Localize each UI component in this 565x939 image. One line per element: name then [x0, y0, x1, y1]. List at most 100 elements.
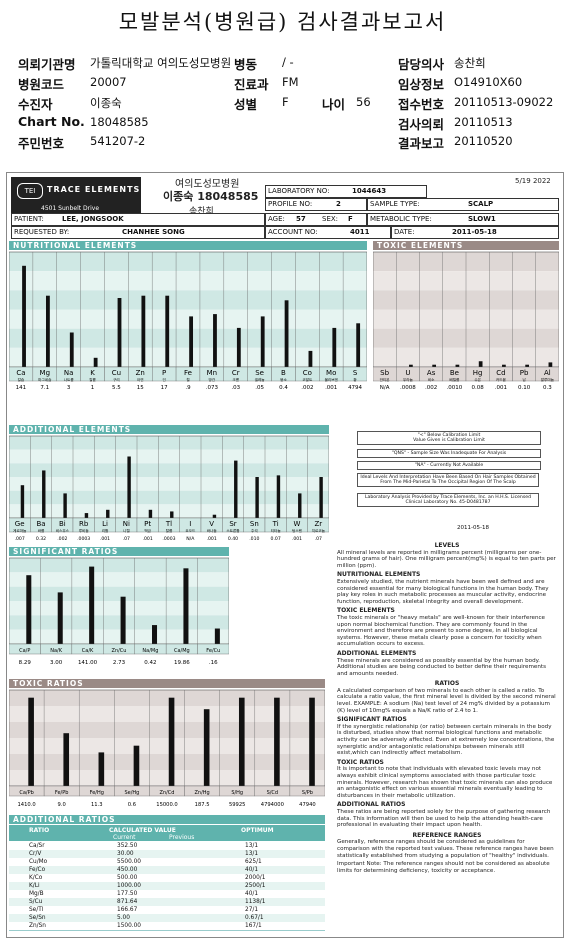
- korean-S: 황: [353, 377, 357, 382]
- chart-band: [9, 504, 329, 518]
- korean-K: 칼륨: [89, 377, 96, 382]
- label-Rb: Rb: [79, 520, 89, 528]
- additional-title: ADDITIONAL ELEMENTS: [9, 425, 329, 434]
- label-Cd: Cd: [496, 369, 505, 377]
- bar-B: [284, 300, 289, 367]
- value-clinical-info: O14910X60: [454, 75, 523, 89]
- ratio-optimum: 167/1: [245, 922, 262, 929]
- label-S/Hg: S/Hg: [231, 790, 243, 796]
- korean-Bi: 비스무스: [56, 528, 70, 533]
- header-previous: Previous: [169, 834, 195, 841]
- bar-S/Hg: [238, 697, 245, 786]
- info-toxic-title: TOXIC ELEMENTS: [337, 607, 395, 615]
- korean-Fe: 철: [186, 377, 189, 382]
- value-Be: .0010: [447, 385, 463, 391]
- korean-Hg: 수은: [474, 377, 481, 382]
- legend-ideal: Ideal Levels And Interpretation Have Bee…: [357, 473, 539, 487]
- label-hospital-code: 병원코드: [18, 77, 65, 92]
- ratio-optimum: 40/1: [245, 866, 259, 873]
- chart-band: [9, 309, 367, 329]
- ratio-name: Cu/Mo: [29, 858, 48, 865]
- bar-V: [212, 514, 217, 518]
- label-Tl: Tl: [165, 520, 172, 528]
- value-Ca/Pb: 1410.0: [17, 802, 35, 808]
- info-levels-title: LEVELS: [434, 542, 460, 549]
- value-Zn/Cu: 2.73: [113, 660, 126, 666]
- bar-Pb: [525, 364, 530, 367]
- bar-Hg: [478, 361, 483, 367]
- additional-panel: ADDITIONAL ELEMENTS Ge 게르마늄 .007 Ba 바륨 0.32 Bi…: [9, 425, 329, 543]
- label-Sr: Sr: [229, 520, 236, 528]
- ratio-name: Zn/Sn: [29, 922, 46, 929]
- info-toxic-ratios-title: TOXIC RATIOS: [337, 758, 384, 766]
- label-Ca: Ca: [16, 369, 25, 377]
- label-Zr: Zr: [314, 520, 322, 528]
- label-Sn: Sn: [250, 520, 259, 528]
- additional-ratios-panel: ADDITIONAL RATIOS RATIO CALCULATED VALUE…: [9, 815, 325, 935]
- label-clinical-info: 임상정보: [398, 77, 445, 92]
- account-label: ACCOUNT NO:: [268, 228, 318, 236]
- info-additional-ratios-title: ADDITIONAL RATIOS: [337, 801, 406, 809]
- significant-ratios-title: SIGNIFICANT RATIOS: [9, 547, 229, 556]
- label-Ca/Pb: Ca/Pb: [19, 790, 33, 796]
- bar-Bi: [63, 493, 67, 518]
- label-chart-no: Chart No.: [18, 114, 85, 129]
- label-Zn: Zn: [136, 369, 145, 377]
- bar-Sr: [234, 460, 238, 518]
- header-ratio: RATIO: [29, 827, 50, 834]
- info-additional-title: ADDITIONAL ELEMENTS: [337, 649, 417, 657]
- sample-type-value: SCALP: [468, 200, 494, 208]
- toxic-ratios-title: TOXIC RATIOS: [9, 679, 325, 688]
- header-calculated: CALCULATED VALUE: [109, 827, 176, 834]
- ratio-optimum: 2500/1: [245, 882, 266, 889]
- value-V: .001: [207, 536, 217, 542]
- profile-label: PROFILE NO:: [268, 200, 313, 208]
- korean-Sn: 주석: [251, 528, 258, 533]
- label-age: 나이: [322, 97, 346, 112]
- lab-no-box: LABORATORY NO: 1044643: [265, 185, 427, 198]
- value-Fe: .9: [185, 385, 191, 391]
- label-report-date: 결과보고: [398, 136, 445, 151]
- label-patient: 수진자: [18, 97, 53, 112]
- value-K: 1: [91, 385, 95, 391]
- bar-Se/Hg: [133, 745, 140, 786]
- korean-I: 요오드: [185, 529, 196, 533]
- info-nutritional-text: Extensively studied, the nutrient minera…: [337, 578, 549, 605]
- date-value: 2011-05-18: [452, 228, 497, 236]
- ratio-value: 30.00: [117, 850, 134, 857]
- bar-Fe/Cu: [214, 628, 220, 644]
- bar-Fe/Pb: [63, 733, 70, 786]
- bar-Ca/Mg: [183, 568, 189, 644]
- label-Na/Mg: Na/Mg: [142, 648, 158, 654]
- label-Ti: Ti: [272, 520, 279, 528]
- korean-Cr: 크롬: [232, 377, 239, 382]
- label-V: V: [209, 520, 214, 528]
- label-Pb: Pb: [520, 369, 529, 377]
- bar-Sn: [255, 477, 259, 518]
- korean-Pb: 납: [522, 377, 526, 382]
- ratio-row: Zn/Sn 1500.00 167/1: [9, 922, 325, 931]
- info-nutritional-title: NUTRITIONAL ELEMENTS: [337, 571, 421, 579]
- chart-band: [9, 271, 367, 291]
- value-Fe/Hg: 11.3: [91, 802, 103, 808]
- bar-W: [298, 493, 302, 518]
- value-resident-no: 541207-2: [90, 134, 146, 148]
- ratio-value: 177.50: [117, 890, 138, 897]
- info-note-text: Important Note: The reference ranges sho…: [337, 861, 550, 874]
- ratio-name: Ca/Sr: [29, 842, 45, 849]
- value-doctor: 송찬희: [454, 56, 486, 70]
- bar-Tl: [170, 511, 174, 518]
- value-request-date: 20110513: [454, 115, 513, 129]
- bar-Rb: [84, 513, 89, 518]
- value-P: 17: [161, 385, 168, 391]
- value-Pb: 0.10: [518, 385, 531, 391]
- ratio-name: Se/Tl: [29, 906, 44, 913]
- label-Pt: Pt: [144, 520, 151, 528]
- label-receipt-no: 접수번호: [398, 97, 445, 112]
- info-toxic-ratios-text: It is important to note that individuals…: [337, 766, 553, 799]
- label-hospital: 의뢰기관명: [18, 57, 76, 72]
- value-Li: .001: [100, 536, 110, 542]
- info-additional-text: These minerals are considered as possibl…: [337, 657, 546, 677]
- bar-Zr: [319, 477, 323, 518]
